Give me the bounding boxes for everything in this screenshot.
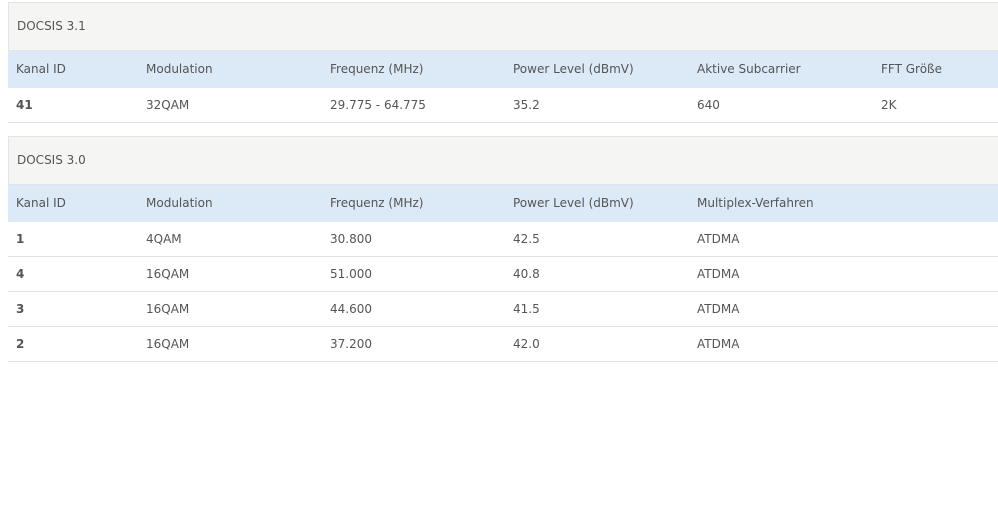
table-cell: 41.5 <box>513 302 540 316</box>
column-header: Power Level (dBmV) <box>513 62 634 76</box>
channel-section: DOCSIS 3.1 Kanal ID Modulation Frequenz (MH… <box>8 2 998 123</box>
table-cell: 40.8 <box>513 267 540 281</box>
table-cell: 35.2 <box>513 98 540 112</box>
table-cell: 44.600 <box>330 302 372 316</box>
status-panel: DOCSIS 3.1 Kanal ID Modulation Frequenz (MH… <box>8 2 998 375</box>
table-cell: 16QAM <box>146 302 190 316</box>
column-header: Frequenz (MHz) <box>330 196 424 210</box>
table-cell: 42.0 <box>513 337 540 351</box>
column-header: Kanal ID <box>16 196 66 210</box>
column-header: FFT Größe <box>881 62 942 76</box>
table-cell: 29.775 - 64.775 <box>330 98 426 112</box>
column-header: Multiplex-Verfahren <box>697 196 814 210</box>
table-row: 2 16QAM 37.200 42.0 ATDMA <box>8 327 998 362</box>
table-cell: 640 <box>697 98 720 112</box>
column-header: Frequenz (MHz) <box>330 62 424 76</box>
table-cell: ATDMA <box>697 302 740 316</box>
table-cell: 30.800 <box>330 232 372 246</box>
table-row: 1 4QAM 30.800 42.5 ATDMA <box>8 222 998 257</box>
table-cell: 2K <box>881 98 897 112</box>
table-cell: ATDMA <box>697 337 740 351</box>
column-header: Modulation <box>146 62 213 76</box>
table-header: Kanal ID Modulation Frequenz (MHz) Power Le… <box>8 51 998 88</box>
section-title: DOCSIS 3.1 <box>8 2 998 51</box>
table-cell: ATDMA <box>697 232 740 246</box>
column-header: Power Level (dBmV) <box>513 196 634 210</box>
table-cell: 41 <box>16 98 33 112</box>
table-cell: 37.200 <box>330 337 372 351</box>
table-cell: 1 <box>16 232 25 246</box>
table-cell: 51.000 <box>330 267 372 281</box>
table-row: 4 16QAM 51.000 40.8 ATDMA <box>8 257 998 292</box>
table-cell: 42.5 <box>513 232 540 246</box>
table-row: 41 32QAM 29.775 - 64.775 35.2 640 2K <box>8 88 998 123</box>
table-cell: 32QAM <box>146 98 190 112</box>
table-cell: 3 <box>16 302 25 316</box>
table-cell: 16QAM <box>146 337 190 351</box>
column-header: Aktive Subcarrier <box>697 62 801 76</box>
table-cell: 4QAM <box>146 232 182 246</box>
table-cell: 16QAM <box>146 267 190 281</box>
section-title: DOCSIS 3.0 <box>8 136 998 185</box>
table-cell: ATDMA <box>697 267 740 281</box>
channel-section: DOCSIS 3.0 Kanal ID Modulation Frequenz (MH… <box>8 136 998 362</box>
table-header: Kanal ID Modulation Frequenz (MHz) Power Le… <box>8 185 998 222</box>
column-header: Modulation <box>146 196 213 210</box>
table-row: 3 16QAM 44.600 41.5 ATDMA <box>8 292 998 327</box>
column-header: Kanal ID <box>16 62 66 76</box>
table-cell: 2 <box>16 337 25 351</box>
table-cell: 4 <box>16 267 25 281</box>
